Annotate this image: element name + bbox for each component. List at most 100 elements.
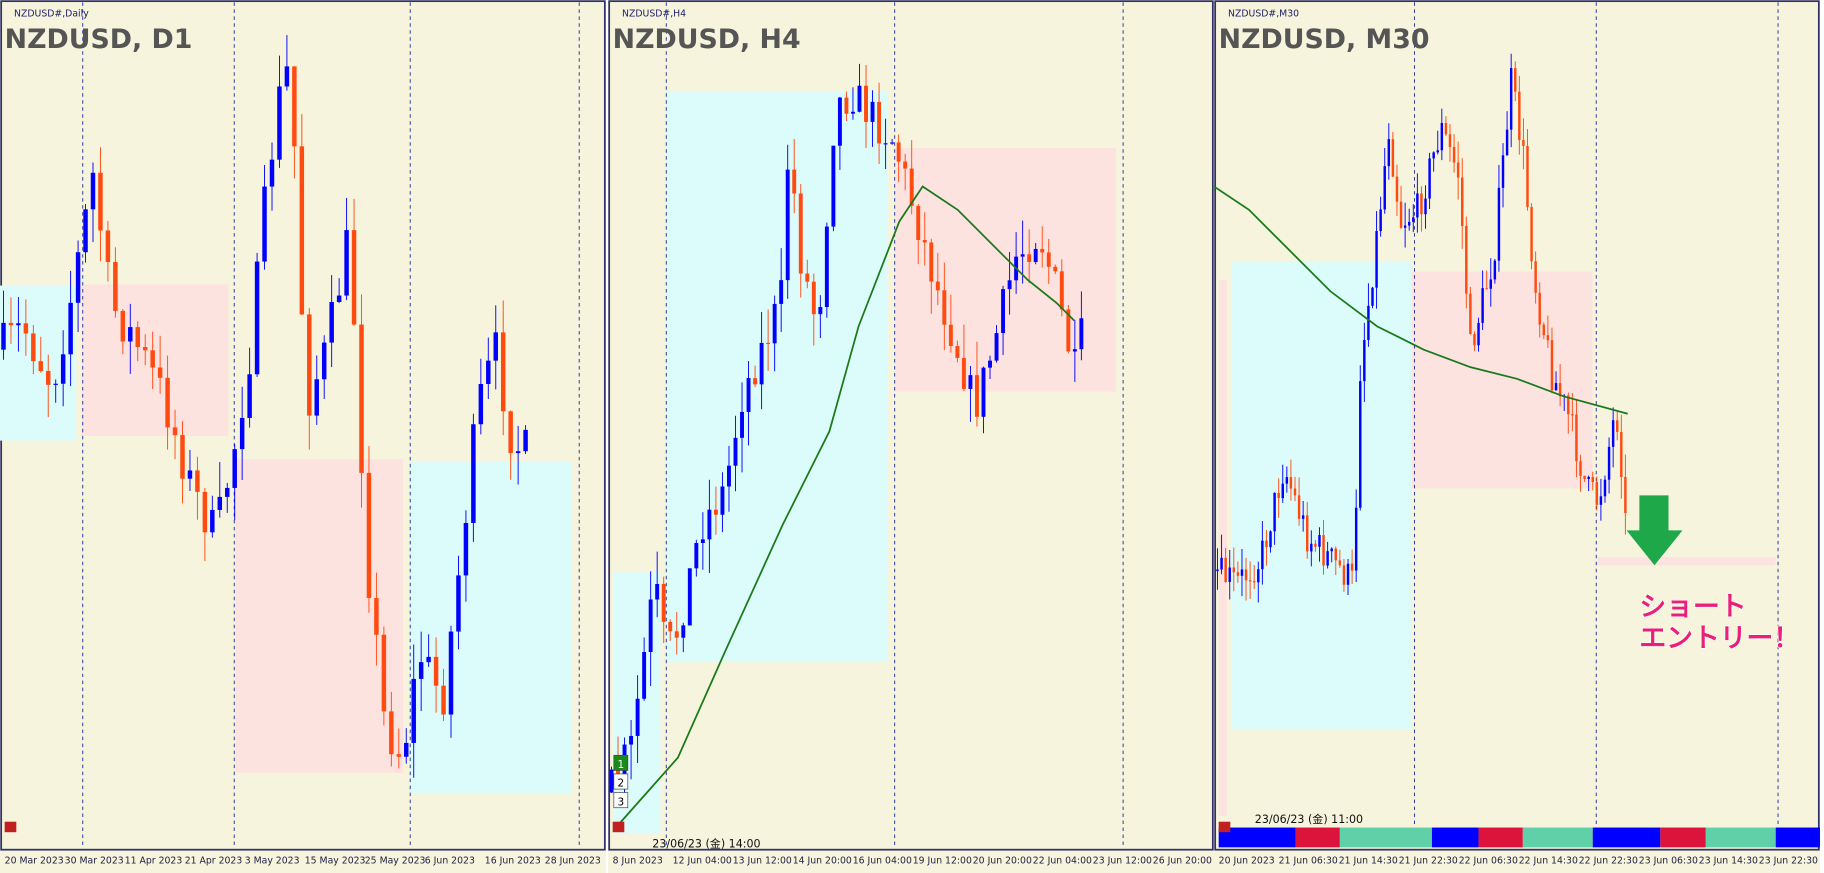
candle-body (824, 226, 829, 308)
candle-body (1046, 252, 1051, 267)
time-label: 26 Jun 20:00 (1153, 856, 1212, 867)
time-label: 22 Jun 06:30 (1459, 856, 1518, 867)
candle-body (515, 451, 521, 454)
candle-body (1428, 158, 1431, 199)
candle-body (1461, 177, 1464, 226)
candle-body (1261, 540, 1264, 570)
candle-body (844, 97, 849, 114)
candle-body (864, 85, 868, 122)
level-button[interactable] (613, 792, 629, 809)
candle-body (1079, 318, 1084, 350)
candle-body (1420, 193, 1423, 215)
level-button-label[interactable]: 2 (617, 778, 624, 790)
level-button[interactable] (613, 754, 629, 771)
candle-body (113, 261, 118, 311)
time-label: 6 Jun 2023 (425, 856, 475, 867)
candle-body (1587, 476, 1590, 480)
time-label: 8 Jun 2023 (613, 856, 663, 867)
time-label: 23 Jun 22:30 (1759, 856, 1818, 867)
time-label: 19 Jun 12:00 (913, 856, 972, 867)
time-label: 12 Jun 04:00 (673, 856, 732, 867)
candle-body (909, 168, 914, 206)
candle-body (1403, 225, 1407, 228)
candle-body (1310, 543, 1313, 552)
candle-body (426, 656, 431, 663)
time-label: 21 Jun 14:30 (1339, 856, 1398, 867)
candle-body (1371, 287, 1374, 306)
candle-body (232, 449, 237, 488)
candle-body (344, 230, 349, 296)
candle-body (1248, 580, 1252, 582)
time-label: 21 Jun 06:30 (1279, 856, 1338, 867)
candle-body (1059, 271, 1064, 310)
candle-body (448, 631, 454, 715)
candle-body (1452, 146, 1456, 163)
candle-body (785, 169, 790, 281)
candle-body (727, 465, 731, 487)
candle-body (740, 411, 744, 438)
candle-body (150, 350, 155, 368)
candle-body (351, 230, 357, 325)
candle-body (968, 375, 973, 389)
candle-body (180, 435, 185, 479)
candle-body (955, 346, 960, 358)
level-button[interactable] (613, 773, 629, 790)
candle-body (1354, 507, 1358, 571)
candle-body (68, 302, 73, 355)
candle-body (668, 621, 673, 632)
candle-body (1550, 340, 1554, 391)
candle-body (1497, 187, 1501, 261)
candle-body (98, 172, 103, 231)
candle-body (616, 769, 620, 777)
candle-body (1620, 431, 1623, 477)
signal-bar (1218, 827, 1296, 848)
candle-body (629, 735, 634, 745)
candle-body (75, 252, 81, 303)
candle-body (1314, 543, 1317, 547)
level-button-label[interactable]: 3 (617, 796, 624, 808)
close-button[interactable] (4, 821, 17, 833)
candle-body (254, 261, 260, 375)
close-button[interactable] (1218, 821, 1231, 833)
candle-body (713, 509, 718, 515)
candle-body (157, 367, 163, 378)
candle-body (269, 159, 275, 187)
candle-body (994, 333, 999, 361)
time-label: 13 Jun 12:00 (733, 856, 792, 867)
candle-body (733, 437, 738, 466)
signal-bar (1478, 827, 1523, 848)
candle-body (896, 142, 901, 162)
time-label: 22 Jun 04:00 (1033, 856, 1092, 867)
candle-body (165, 377, 170, 428)
close-button[interactable] (612, 821, 625, 833)
candle-body (8, 322, 14, 326)
zone-box (1231, 261, 1411, 730)
candle-body (195, 470, 200, 492)
candle-body (23, 323, 29, 334)
candle-body (225, 487, 230, 497)
candle-body (1465, 225, 1468, 294)
level-button-label[interactable]: 1 (617, 759, 624, 771)
candle-body (1383, 166, 1386, 210)
candle-body (142, 347, 148, 351)
candle-body (321, 342, 327, 380)
candle-body (1534, 261, 1537, 293)
candle-body (1395, 176, 1399, 202)
candle-body (877, 101, 882, 144)
candle-body (1334, 548, 1338, 561)
candle-body (1269, 531, 1272, 548)
panel-border (1214, 0, 1820, 851)
candle-body (1375, 231, 1378, 288)
candle-body (1611, 420, 1615, 447)
candle-body (1493, 260, 1497, 280)
candle-body (284, 66, 290, 87)
candle-body (374, 598, 379, 635)
candle-body (471, 424, 476, 523)
candle-body (1301, 515, 1305, 519)
candle-body (1326, 551, 1329, 566)
zone-box (1218, 279, 1227, 816)
candle-body (404, 742, 409, 757)
candle-body (1485, 288, 1488, 290)
time-label: 16 Jun 2023 (485, 856, 541, 867)
candle-body (1066, 309, 1071, 352)
